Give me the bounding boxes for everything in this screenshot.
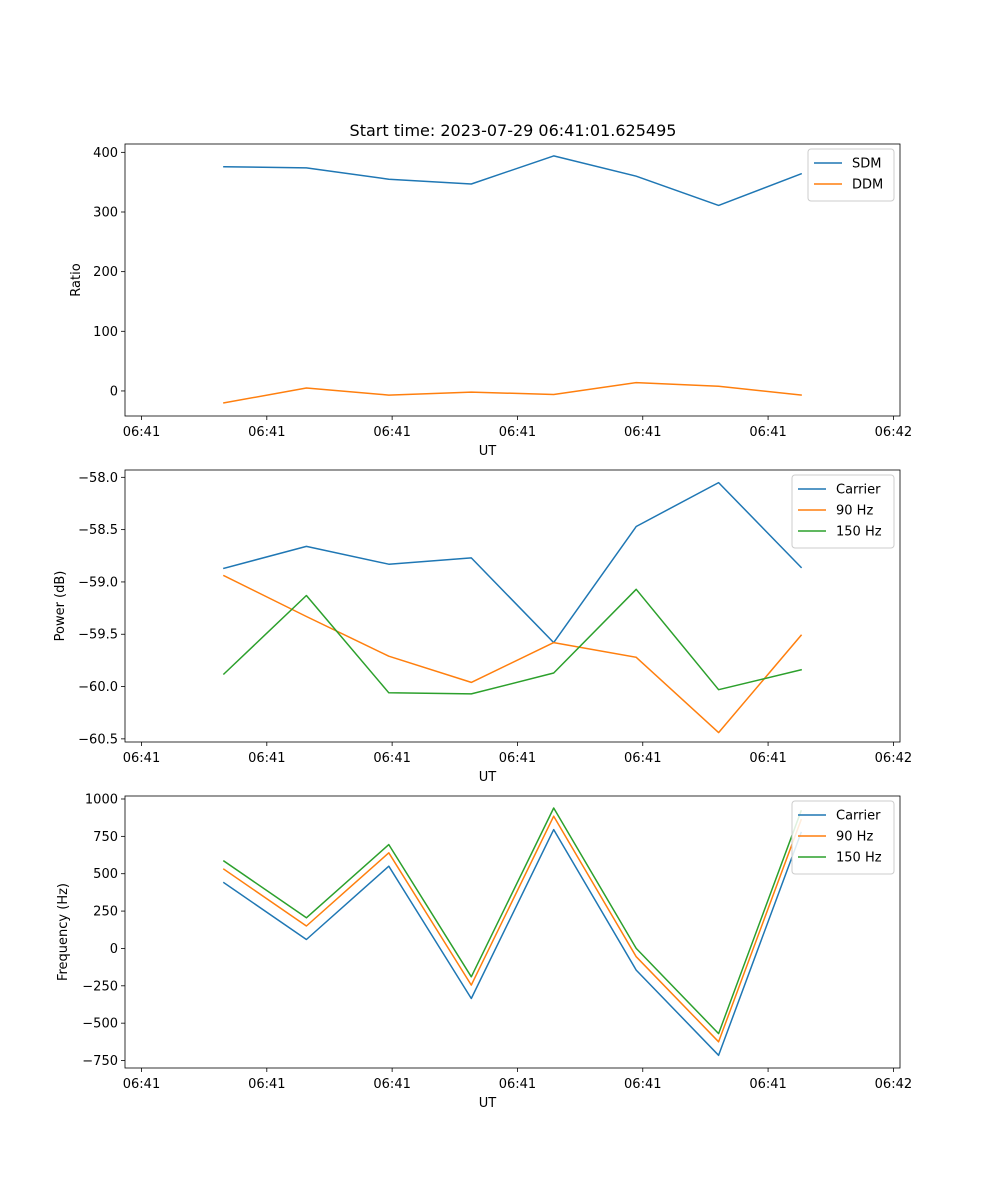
y-axis-label: Frequency (Hz) [56, 883, 71, 981]
y-tick-label: −58.0 [78, 471, 118, 486]
x-axis-label: UT [479, 1096, 497, 1111]
x-tick-label: 06:41 [373, 751, 410, 766]
legend: Carrier 90 Hz 150 Hz [791, 800, 895, 875]
series-line-150-hz [222, 807, 803, 1035]
legend-label-ddm: DDM [852, 178, 883, 193]
x-tick-label: 06:42 [875, 1077, 912, 1092]
x-tick-label: 06:41 [499, 425, 536, 440]
x-tick-label: 06:41 [248, 425, 285, 440]
y-tick-label: 200 [93, 265, 118, 280]
legend-label-90-hz: 90 Hz [836, 504, 873, 519]
legend-label-150-hz: 150 Hz [836, 525, 882, 540]
legend-label-150-hz: 150 Hz [836, 851, 882, 866]
x-tick-label: 06:41 [749, 751, 786, 766]
y-tick-label: 400 [93, 146, 118, 161]
legend: Carrier 90 Hz 150 Hz [791, 474, 895, 549]
x-tick-label: 06:41 [373, 1077, 410, 1092]
x-tick-label: 06:41 [123, 425, 160, 440]
series-line-carrier [222, 828, 803, 1057]
y-tick-label: 500 [93, 867, 118, 882]
legend-label-carrier: Carrier [836, 809, 881, 824]
y-tick-label: 0 [110, 384, 118, 399]
chart-panel-1: 06:41 06:41 06:41 06:41 06:41 06:41 06:42 0 100 2… [69, 143, 912, 459]
y-tick-label: 100 [93, 325, 118, 340]
x-tick-label: 06:41 [749, 425, 786, 440]
x-tick-label: 06:41 [123, 751, 160, 766]
x-tick-label: 06:41 [624, 751, 661, 766]
x-tick-label: 06:41 [248, 751, 285, 766]
y-tick-label: −59.0 [78, 575, 118, 590]
x-tick-label: 06:41 [624, 425, 661, 440]
x-tick-label: 06:41 [499, 1077, 536, 1092]
x-tick-label: 06:41 [624, 1077, 661, 1092]
x-axis-label: UT [479, 770, 497, 785]
chart-panel-2: 06:41 06:41 06:41 06:41 06:41 06:41 06:42 −58.0… [53, 469, 912, 785]
x-tick-label: 06:42 [875, 425, 912, 440]
legend: SDM DDM [807, 148, 895, 202]
y-tick-label: −60.0 [78, 680, 118, 695]
series-line-ddm [223, 381, 802, 404]
y-tick-label: −500 [82, 1017, 118, 1032]
legend-box [791, 474, 895, 549]
x-tick-label: 06:42 [875, 751, 912, 766]
axes-frame [124, 143, 901, 417]
y-tick-label: −60.5 [78, 732, 118, 747]
legend-box [791, 800, 895, 875]
legend-label-carrier: Carrier [836, 483, 881, 498]
legend-box [807, 148, 895, 202]
y-tick-label: 250 [93, 905, 118, 920]
axes-frame [124, 795, 901, 1069]
y-tick-label: −58.5 [78, 523, 118, 538]
series-line-90-hz [222, 815, 803, 1043]
y-axis-label: Ratio [69, 263, 84, 296]
y-tick-label: −750 [82, 1054, 118, 1069]
x-tick-label: 06:41 [749, 1077, 786, 1092]
series-line-carrier [222, 481, 803, 644]
y-tick-label: 300 [93, 206, 118, 221]
legend-label-sdm: SDM [852, 157, 881, 172]
y-tick-label: −59.5 [78, 628, 118, 643]
axes-frame [124, 469, 901, 743]
y-tick-label: 0 [110, 942, 118, 957]
y-tick-label: 1000 [85, 792, 118, 807]
series-line-150-hz [222, 588, 803, 695]
series-line-sdm [223, 155, 803, 207]
x-axis-label: UT [479, 444, 497, 459]
x-tick-label: 06:41 [123, 1077, 160, 1092]
figure-title: Start time: 2023-07-29 06:41:01.625495 [350, 121, 677, 140]
chart-panel-3: 06:41 06:41 06:41 06:41 06:41 06:41 06:42 1000 7… [56, 792, 912, 1111]
series-line-90-hz [222, 574, 803, 734]
y-tick-label: −250 [82, 979, 118, 994]
x-tick-label: 06:41 [248, 1077, 285, 1092]
y-axis-label: Power (dB) [53, 571, 68, 642]
y-tick-label: 750 [93, 830, 118, 845]
x-tick-label: 06:41 [499, 751, 536, 766]
x-tick-label: 06:41 [373, 425, 410, 440]
charts: 06:41 06:41 06:41 06:41 06:41 06:41 06:42 0 100 2… [53, 143, 912, 1111]
legend-label-90-hz: 90 Hz [836, 830, 873, 845]
